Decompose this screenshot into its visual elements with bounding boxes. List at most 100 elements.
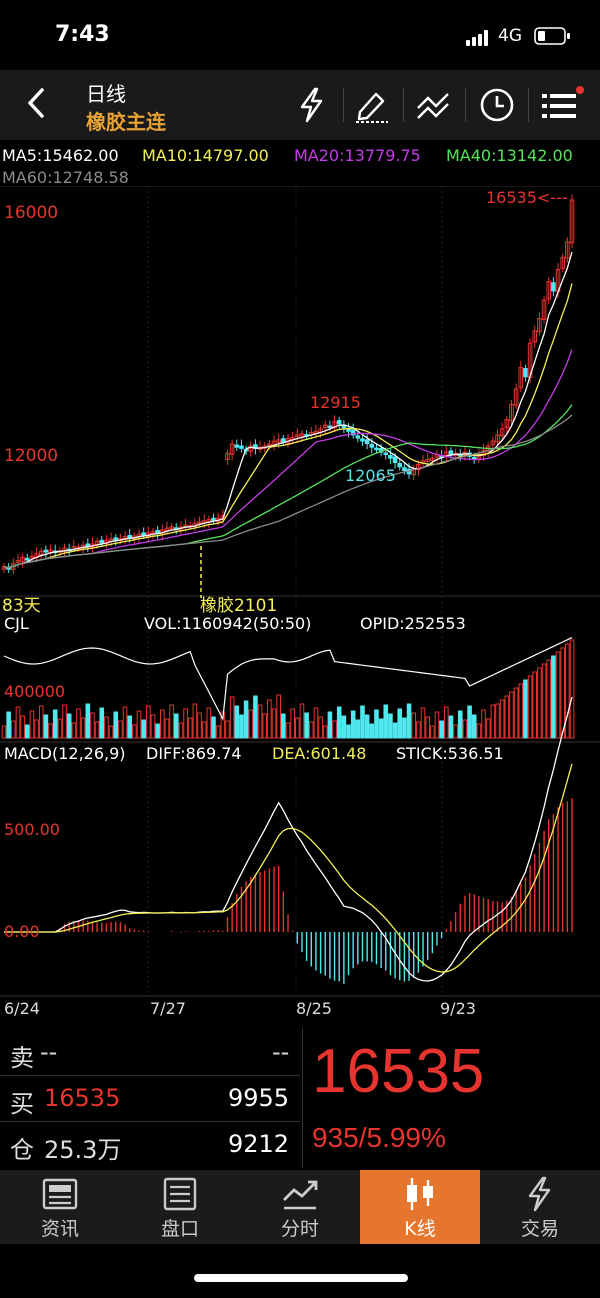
menu-icon[interactable] (540, 86, 584, 124)
volume-bar (416, 721, 421, 739)
volume-bar (406, 703, 412, 739)
ask-volume: -- (272, 1038, 290, 1066)
clock-icon[interactable] (478, 86, 518, 124)
volume-bar (90, 712, 95, 739)
volume-bar (453, 724, 458, 739)
home-indicator[interactable] (194, 1274, 408, 1282)
position-label: 仓 (10, 1136, 34, 1164)
volume-bar (178, 722, 184, 739)
bottom-nav: 资讯 盘口 分时 K线 交易 (0, 1170, 600, 1244)
volume-bar (43, 714, 49, 739)
volume-bar (52, 709, 58, 739)
volume-bar (234, 705, 240, 739)
volume-bar (38, 705, 44, 739)
macd-stick: STICK:536.51 (396, 744, 504, 763)
nav-trade[interactable]: 交易 (480, 1170, 600, 1244)
candle-body (448, 450, 454, 456)
candle-body (560, 256, 565, 269)
x-tick-label: 6/24 (4, 999, 40, 1018)
position-change: 9212 (228, 1130, 290, 1158)
ask-label: 卖 (10, 1044, 34, 1072)
candle-body (332, 421, 337, 429)
volume-bar (271, 708, 277, 739)
candle-body (369, 443, 375, 448)
volume-bar (295, 717, 300, 739)
volume-bar (304, 712, 309, 739)
volume-bar (136, 710, 142, 739)
volume-bar (430, 725, 435, 739)
nav-quote[interactable]: 盘口 (120, 1170, 240, 1244)
candle-body (127, 534, 133, 539)
volume-bar (211, 716, 216, 739)
x-tick-label: 8/25 (296, 999, 332, 1018)
candle-body (267, 443, 272, 447)
chart-grid (0, 186, 600, 997)
nav-news[interactable]: 资讯 (0, 1170, 120, 1244)
volume-bar (378, 718, 384, 739)
volume-bar (24, 724, 30, 739)
volume-bar (448, 715, 454, 739)
x-tick-label: 7/27 (150, 999, 186, 1018)
draw-pen-icon[interactable] (352, 86, 392, 124)
volume-bar (248, 709, 254, 739)
volume-bar (346, 724, 351, 739)
volume-bar (318, 716, 323, 739)
kline-chart[interactable] (0, 186, 600, 1022)
macd-dea-line (4, 763, 573, 973)
lightning-icon[interactable] (292, 86, 332, 124)
volume-bar (108, 725, 114, 739)
header-bar: 日线 橡胶主连 (0, 70, 600, 140)
candle-body (416, 463, 421, 471)
nav-timeshare[interactable]: 分时 (240, 1170, 360, 1244)
status-bar: 7:43 4G (0, 0, 600, 70)
volume-bar (565, 643, 570, 739)
network-type: 4G (498, 26, 522, 46)
candle-body (430, 457, 435, 461)
contract-switch-label: 橡胶2101 (200, 596, 278, 616)
volume-bar (197, 712, 202, 739)
candle-body (360, 438, 365, 442)
volume-bar (243, 700, 249, 739)
ma-lines (3, 251, 573, 569)
volume-bar (141, 719, 146, 739)
volume-bar (523, 679, 528, 739)
macd-bars (4, 696, 573, 984)
volume-bar (15, 706, 21, 739)
nav-kline[interactable]: K线 (360, 1170, 480, 1244)
volume-bar (332, 720, 337, 739)
volume-bar (504, 695, 510, 739)
volume-bar (518, 683, 524, 739)
candle-body (504, 419, 510, 429)
volume-bar (6, 711, 11, 739)
volume-bar (164, 718, 170, 739)
indicator-lines-icon[interactable] (414, 86, 454, 124)
candle-body (350, 429, 356, 436)
candle-body (15, 560, 21, 563)
open-interest-line (3, 637, 573, 722)
candle-body (364, 439, 370, 445)
candle-body (295, 434, 300, 437)
volume-bar (159, 709, 165, 739)
candle-body (24, 557, 30, 561)
volume-bar (411, 712, 417, 739)
ma10-label: MA10:14797.00 (142, 146, 269, 165)
volume-bar (322, 725, 328, 739)
bid-volume: 9955 (228, 1084, 290, 1112)
candle-body (239, 445, 244, 449)
macd-axis-500: 500.00 (4, 820, 60, 839)
candle-body (569, 199, 575, 244)
low-price-label: 12065 (345, 466, 396, 485)
candle-body (383, 452, 389, 456)
candle-body (541, 299, 547, 320)
volume-bar (383, 704, 389, 739)
volume-bar (467, 705, 472, 739)
x-tick-label: 9/23 (440, 999, 476, 1018)
price-axis-label-mid: 12000 (4, 446, 59, 466)
volume-bar (201, 721, 207, 739)
back-chevron-icon[interactable] (20, 86, 54, 120)
volume-bar (122, 706, 128, 739)
candle-body (374, 447, 379, 451)
volume-bar (113, 711, 119, 739)
candle-body (495, 434, 500, 443)
volume-bar (253, 695, 258, 739)
